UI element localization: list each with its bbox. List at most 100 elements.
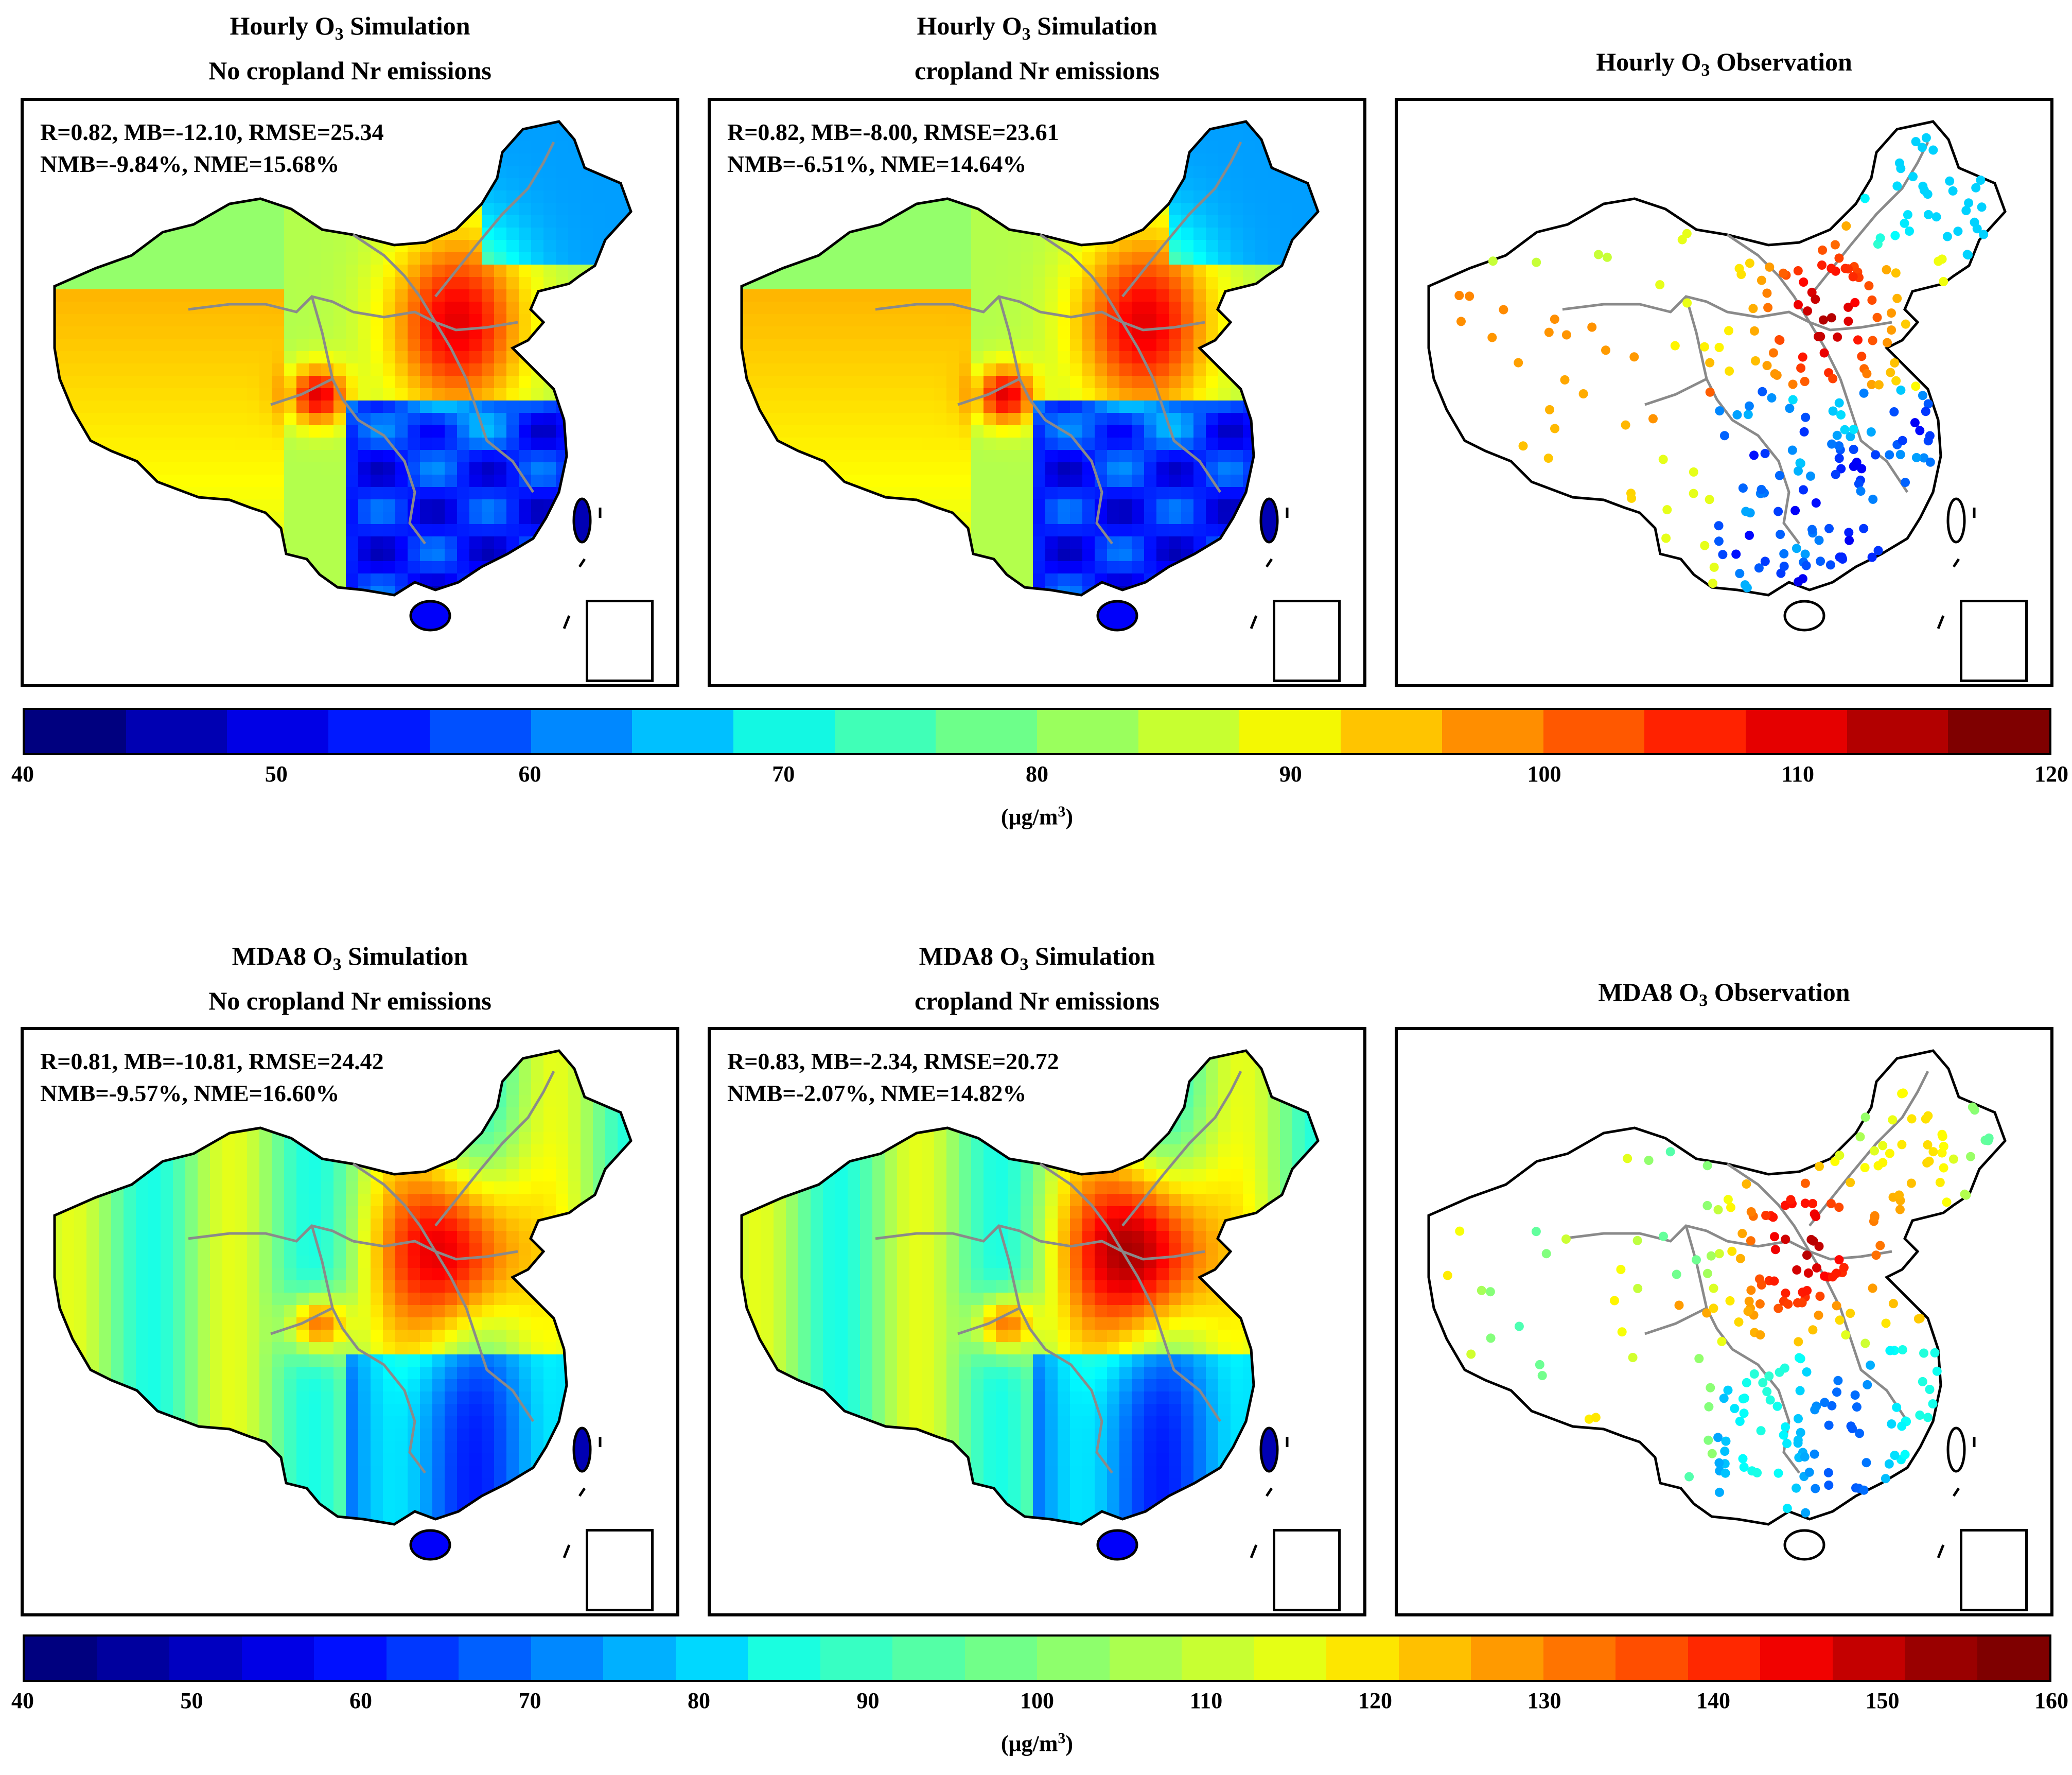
observation-site bbox=[1827, 313, 1836, 323]
observation-site bbox=[1485, 1287, 1495, 1297]
south-china-sea-inset bbox=[1960, 1529, 2028, 1611]
observation-site bbox=[1868, 1283, 1877, 1293]
observation-site bbox=[1550, 315, 1559, 324]
observation-site bbox=[1894, 158, 1904, 168]
sea-boundary-dash bbox=[563, 615, 571, 629]
sea-boundary-dash bbox=[1265, 558, 1273, 568]
observation-site bbox=[1915, 1411, 1925, 1420]
observation-site bbox=[1806, 1234, 1816, 1244]
observation-site bbox=[1820, 1398, 1830, 1407]
observation-site bbox=[1706, 1251, 1716, 1261]
colorbar-segment bbox=[1442, 710, 1543, 753]
observation-site bbox=[1931, 212, 1941, 222]
taiwan-island bbox=[1259, 1426, 1279, 1473]
sea-boundary-dash bbox=[563, 1544, 571, 1558]
observation-site bbox=[1705, 495, 1714, 504]
colorbar-segment bbox=[632, 710, 733, 753]
hainan-island bbox=[1783, 1529, 1825, 1561]
observation-site bbox=[1874, 380, 1884, 390]
south-china-sea-inset bbox=[1960, 600, 2028, 682]
observation-site bbox=[1900, 1450, 1910, 1459]
observation-site bbox=[1856, 486, 1866, 496]
observation-site bbox=[1849, 445, 1858, 454]
observation-site bbox=[1735, 569, 1745, 579]
region-boundary bbox=[997, 296, 1021, 379]
hainan-island bbox=[1096, 1529, 1138, 1561]
observation-site bbox=[1794, 577, 1803, 587]
observation-site bbox=[1911, 137, 1921, 147]
taiwan-island bbox=[1259, 497, 1279, 544]
observation-site bbox=[1762, 361, 1772, 371]
observation-site bbox=[1661, 533, 1671, 543]
observation-site bbox=[1868, 494, 1878, 504]
title-top-middle: Hourly O3 Simulation cropland Nr emissio… bbox=[914, 11, 1160, 85]
observation-site bbox=[1928, 1147, 1938, 1157]
observation-site bbox=[1932, 1366, 1942, 1376]
observation-site bbox=[1800, 549, 1810, 559]
observation-site bbox=[1945, 176, 1955, 186]
observation-site bbox=[1739, 1463, 1749, 1472]
observation-site bbox=[1602, 252, 1612, 262]
china-map-observation bbox=[1427, 120, 2007, 632]
observation-site bbox=[1751, 356, 1760, 366]
colorbar-tick-label: 130 bbox=[1527, 1688, 1561, 1713]
observation-site bbox=[1825, 560, 1835, 570]
observation-site bbox=[1774, 1468, 1783, 1478]
sea-boundary-dash bbox=[1265, 1487, 1273, 1497]
observation-site bbox=[1919, 1348, 1928, 1358]
observation-site bbox=[1725, 1296, 1735, 1306]
observation-site bbox=[1772, 1401, 1782, 1411]
observation-site bbox=[1875, 1241, 1885, 1250]
observation-site bbox=[1717, 1336, 1727, 1346]
map-panel-mda8-no-cropland: R=0.81, MB=-10.81, RMSE=24.42 NMB=-9.57%,… bbox=[21, 1027, 679, 1616]
observation-site bbox=[1740, 1394, 1749, 1403]
observation-site bbox=[1781, 1234, 1790, 1244]
observation-site bbox=[1632, 1235, 1642, 1245]
observation-site bbox=[1860, 1163, 1870, 1173]
observation-site bbox=[1790, 506, 1800, 515]
observation-site bbox=[1561, 330, 1571, 340]
observation-site bbox=[1807, 287, 1817, 297]
observation-site bbox=[1692, 1255, 1701, 1265]
country-outline bbox=[1427, 1049, 2007, 1526]
colorbar-segment bbox=[1847, 710, 1948, 753]
observation-site bbox=[1702, 1161, 1712, 1171]
colorbar-segment bbox=[241, 1637, 314, 1680]
observation-site bbox=[1887, 325, 1897, 335]
region-boundary bbox=[188, 1224, 354, 1243]
observation-site bbox=[1786, 1195, 1796, 1205]
sea-boundary-dash bbox=[1250, 1544, 1258, 1558]
observation-site bbox=[1812, 1263, 1821, 1273]
observation-site bbox=[1911, 381, 1921, 391]
observation-site bbox=[1721, 1436, 1731, 1446]
observation-site bbox=[1871, 1250, 1881, 1260]
colorbar-segment bbox=[1543, 710, 1645, 753]
observation-site bbox=[1860, 1112, 1870, 1122]
observation-site bbox=[1719, 1394, 1729, 1403]
south-china-sea-inset bbox=[586, 1529, 654, 1611]
observation-site bbox=[1702, 1200, 1712, 1210]
observation-site bbox=[1776, 568, 1786, 578]
observation-site bbox=[1782, 1504, 1792, 1513]
colorbar-segment bbox=[603, 1637, 676, 1680]
observation-site bbox=[1794, 300, 1803, 309]
observation-site bbox=[1867, 552, 1877, 562]
observation-site bbox=[1960, 1189, 1970, 1199]
observation-site bbox=[1939, 277, 1948, 286]
colorbar-segment bbox=[227, 710, 329, 753]
colorbar-tick-label: 110 bbox=[1781, 761, 1815, 787]
observation-site bbox=[1843, 302, 1853, 312]
observation-site bbox=[1723, 1385, 1733, 1395]
observation-site bbox=[1801, 412, 1811, 422]
observation-site bbox=[1855, 1429, 1865, 1438]
observation-site bbox=[1781, 1422, 1790, 1432]
colorbar-tick-label: 110 bbox=[1189, 1688, 1223, 1713]
observation-site bbox=[1794, 1414, 1803, 1423]
observation-site bbox=[1514, 358, 1523, 368]
observation-site bbox=[1709, 1303, 1718, 1313]
observation-site bbox=[1827, 1401, 1837, 1411]
colorbar-tick-label: 90 bbox=[856, 1688, 880, 1713]
observation-site bbox=[1658, 455, 1668, 464]
observation-site bbox=[1884, 1459, 1894, 1469]
observation-site bbox=[1863, 1380, 1872, 1389]
